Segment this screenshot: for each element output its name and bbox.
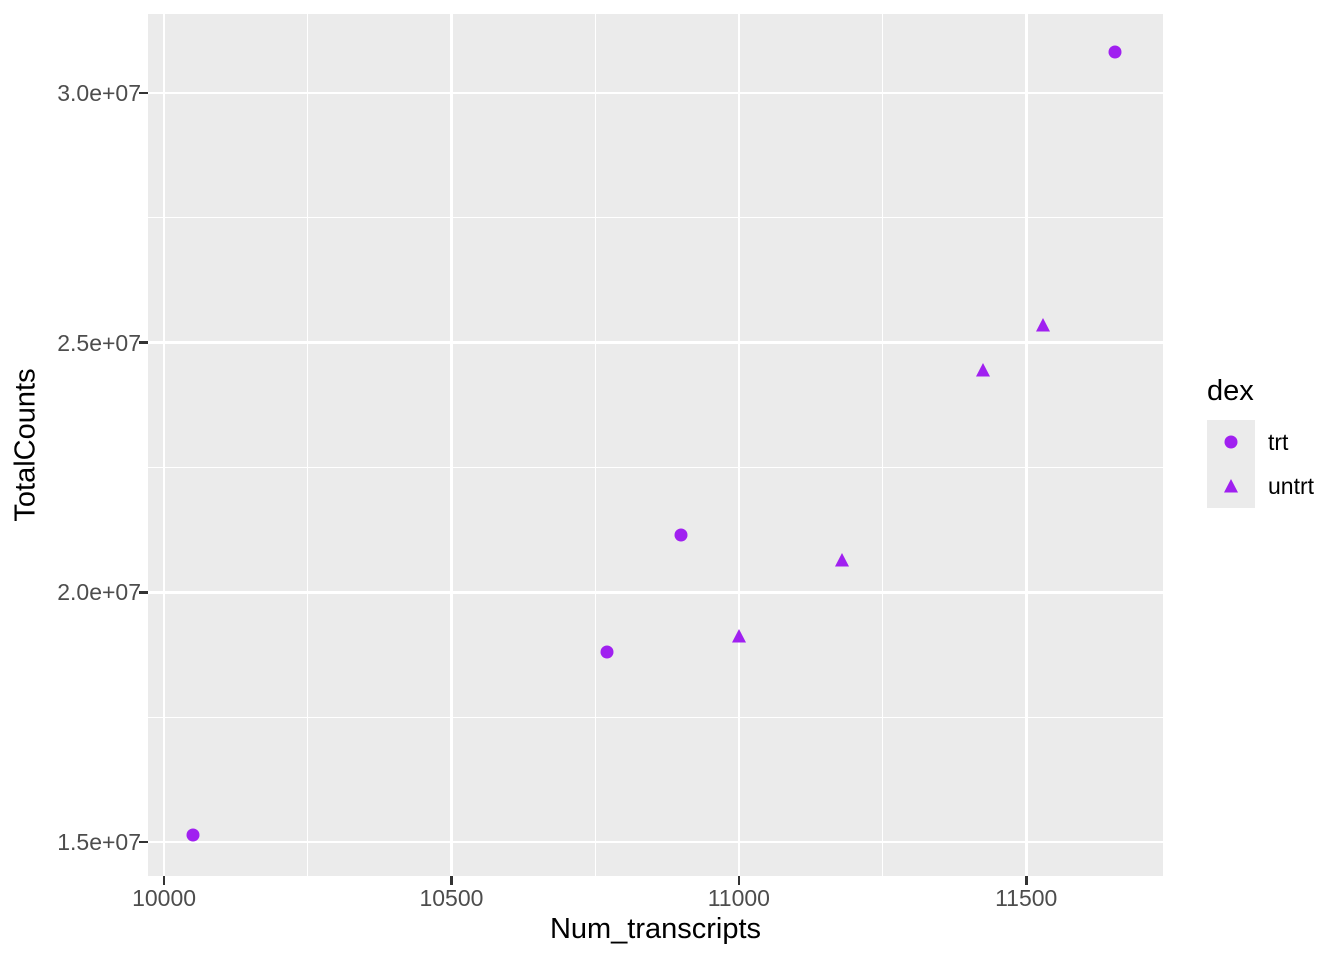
point-trt	[186, 828, 200, 842]
x-axis-tick	[162, 876, 166, 885]
x-axis-tick-label: 11500	[995, 885, 1058, 911]
gridline-major-y	[148, 91, 1163, 95]
gridline-minor-y	[148, 217, 1163, 219]
gridline-minor-y	[148, 716, 1163, 718]
plot-panel	[148, 14, 1163, 876]
gridline-major-x	[1024, 14, 1028, 876]
y-axis-tick	[139, 591, 148, 594]
gridline-minor-x	[881, 14, 884, 876]
gridline-major-y	[148, 591, 1163, 594]
point-untrt	[976, 363, 991, 377]
gridline-major-x	[162, 14, 166, 876]
point-untrt	[1036, 318, 1051, 332]
triangle-marker-icon	[1224, 479, 1238, 493]
y-axis-tick-label: 3.0e+07	[57, 79, 141, 106]
gridline-major-y	[148, 840, 1163, 844]
y-axis-tick	[139, 840, 148, 844]
point-trt	[600, 645, 614, 659]
point-trt	[674, 528, 688, 542]
y-axis-title-area: TotalCounts	[6, 14, 46, 876]
x-axis-tick	[1024, 876, 1028, 885]
circle-marker-icon	[1224, 435, 1238, 449]
legend-label-trt: trt	[1268, 429, 1289, 455]
legend-entry-untrt: untrt	[1207, 464, 1314, 508]
gridline-major-y	[148, 341, 1163, 344]
gridline-minor-x	[594, 14, 596, 876]
gridline-major-x	[737, 14, 741, 876]
x-axis-title: Num_transcripts	[549, 913, 762, 945]
point-trt	[1108, 45, 1122, 59]
x-axis-tick	[737, 876, 741, 885]
legend: dex trt untrt	[1207, 374, 1314, 508]
legend-label-untrt: untrt	[1268, 473, 1315, 499]
x-axis-tick-label: 10000	[132, 885, 197, 911]
y-axis-tick	[139, 341, 148, 344]
legend-entry-trt: trt	[1207, 420, 1314, 464]
y-axis-tick-label: 2.0e+07	[57, 579, 141, 606]
y-axis-tick-label: 1.5e+07	[57, 829, 141, 856]
legend-title: dex	[1207, 375, 1254, 407]
legend-key-untrt	[1207, 464, 1255, 508]
legend-key-trt	[1207, 420, 1255, 464]
point-untrt	[731, 628, 746, 643]
gridline-minor-y	[148, 466, 1163, 469]
x-axis-tick-label: 11000	[707, 885, 770, 911]
y-axis-title: TotalCounts	[10, 368, 42, 522]
x-axis-tick	[450, 876, 453, 885]
gridline-minor-x	[307, 14, 309, 876]
y-axis-tick	[139, 91, 148, 95]
point-untrt	[835, 553, 850, 567]
x-axis-tick-label: 10500	[419, 885, 484, 911]
y-axis-tick-label: 2.5e+07	[57, 329, 141, 356]
gridline-major-x	[450, 14, 453, 876]
